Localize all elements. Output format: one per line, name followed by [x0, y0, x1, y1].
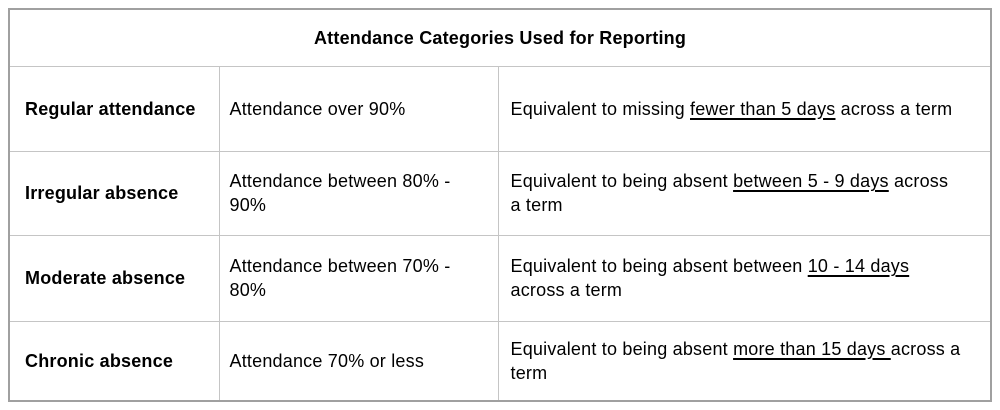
table-row: Chronic absence Attendance 70% or less E… — [8, 320, 992, 402]
equivalence-underlined-text: fewer than 5 days — [690, 98, 836, 119]
table-title: Attendance Categories Used for Reporting — [8, 8, 992, 67]
category-cell: Moderate absence — [8, 234, 220, 322]
category-cell: Regular attendance — [8, 65, 220, 152]
equivalence-text-pre: Equivalent to being absent between — [510, 256, 808, 276]
equivalence-text-pre: Equivalent to missing — [510, 98, 690, 119]
equivalence-underlined-text: 10 - 14 days — [807, 256, 910, 276]
table-row: Moderate absence Attendance between 70% … — [8, 234, 992, 322]
equivalence-underlined-text: between 5 - 9 days — [733, 171, 889, 191]
equivalence-cell: Equivalent to being absent between 10 - … — [497, 234, 992, 322]
equivalence-cell: Equivalent to being absent between 5 - 9… — [497, 150, 992, 236]
equivalence-text-pre: Equivalent to being absent — [510, 338, 734, 359]
equivalence-cell: Equivalent to missing fewer than 5 days … — [497, 65, 992, 152]
equivalence-text-post: across a term — [510, 171, 949, 215]
equivalence-underlined-text: more than 15 days — [733, 338, 891, 359]
table-row: Regular attendance Attendance over 90% E… — [8, 65, 992, 152]
equivalence-cell: Equivalent to being absent more than 15 … — [497, 320, 992, 402]
equivalence-text-post: across a term — [510, 338, 961, 383]
definition-cell: Attendance over 90% — [218, 65, 499, 152]
category-cell: Chronic absence — [8, 320, 220, 402]
equivalence-text-pre: Equivalent to being absent — [510, 171, 734, 191]
table-row: Irregular absence Attendance between 80%… — [8, 150, 992, 236]
equivalence-text-post: across a term — [510, 280, 623, 300]
definition-cell: Attendance between 70% - 80% — [218, 234, 499, 322]
attendance-table: Attendance Categories Used for Reporting… — [8, 8, 993, 402]
table-title-row: Attendance Categories Used for Reporting — [8, 8, 992, 67]
equivalence-text-post: across a term — [835, 98, 953, 119]
category-cell: Irregular absence — [8, 150, 220, 236]
definition-cell: Attendance between 80% - 90% — [218, 150, 499, 236]
definition-cell: Attendance 70% or less — [218, 320, 499, 402]
